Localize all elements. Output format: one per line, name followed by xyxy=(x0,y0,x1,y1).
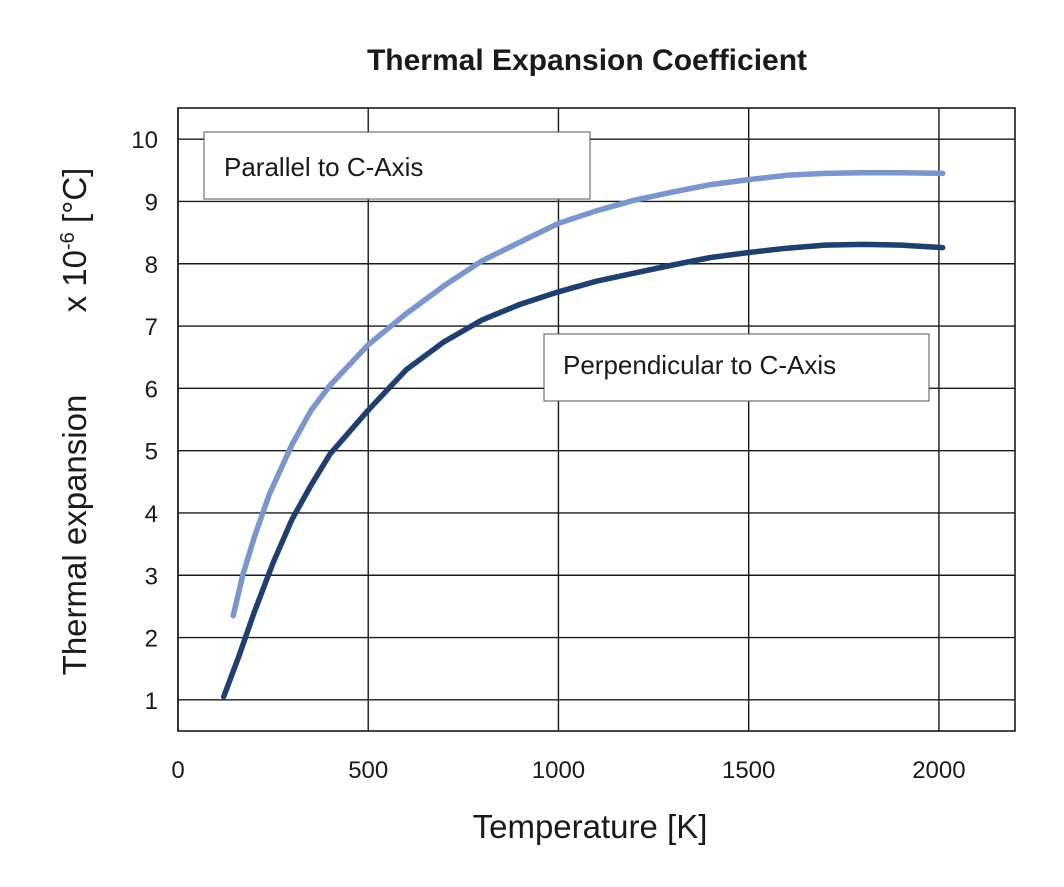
y-unit-suffix: [°C] xyxy=(56,168,93,233)
y-axis-unit-label: x 10-6 [°C] xyxy=(56,168,93,313)
plot-frame xyxy=(177,107,1016,732)
legend-item: Perpendicular to C-Axis xyxy=(543,333,930,402)
y-tick-label: 6 xyxy=(145,376,158,403)
series-line-perpendicular xyxy=(220,241,946,700)
legend-box xyxy=(543,333,930,402)
legend-label: Perpendicular to C-Axis xyxy=(563,350,836,380)
y-tick-label: 7 xyxy=(145,314,158,341)
legend-item: Parallel to C-Axis xyxy=(203,131,591,200)
y-tick-label: 3 xyxy=(145,563,158,590)
x-tick-label: 1500 xyxy=(722,757,775,784)
x-axis-label: Temperature [K] xyxy=(473,808,708,845)
legend-layer: Parallel to C-Axis Perpendicular to C-Axi… xyxy=(203,131,930,402)
legend-box xyxy=(203,131,591,200)
y-tick-label: 2 xyxy=(145,626,158,653)
y-tick-label: 10 xyxy=(131,127,158,154)
series-layer xyxy=(220,170,946,700)
legend-label: Parallel to C-Axis xyxy=(224,152,423,182)
y-tick-label: 5 xyxy=(145,439,158,466)
y-axis-label: Thermal expansion xyxy=(56,395,93,676)
x-tick-label: 0 xyxy=(171,757,184,784)
y-tick-label: 9 xyxy=(145,189,158,216)
series-line-parallel xyxy=(230,170,946,619)
tick-labels: 1 2 3 4 5 6 7 8 9 10 0 500 1000 1500 2000 xyxy=(131,127,965,784)
x-tick-label: 1000 xyxy=(532,757,585,784)
chart-title: Thermal Expansion Coefficient xyxy=(367,44,807,77)
y-tick-label: 8 xyxy=(145,252,158,279)
y-unit-prefix: x 10 xyxy=(56,250,93,312)
y-unit-exponent: -6 xyxy=(57,232,79,250)
x-tick-label: 500 xyxy=(348,757,388,784)
y-tick-label: 1 xyxy=(145,688,158,715)
y-tick-label: 4 xyxy=(145,501,158,528)
x-tick-label: 2000 xyxy=(912,757,965,784)
